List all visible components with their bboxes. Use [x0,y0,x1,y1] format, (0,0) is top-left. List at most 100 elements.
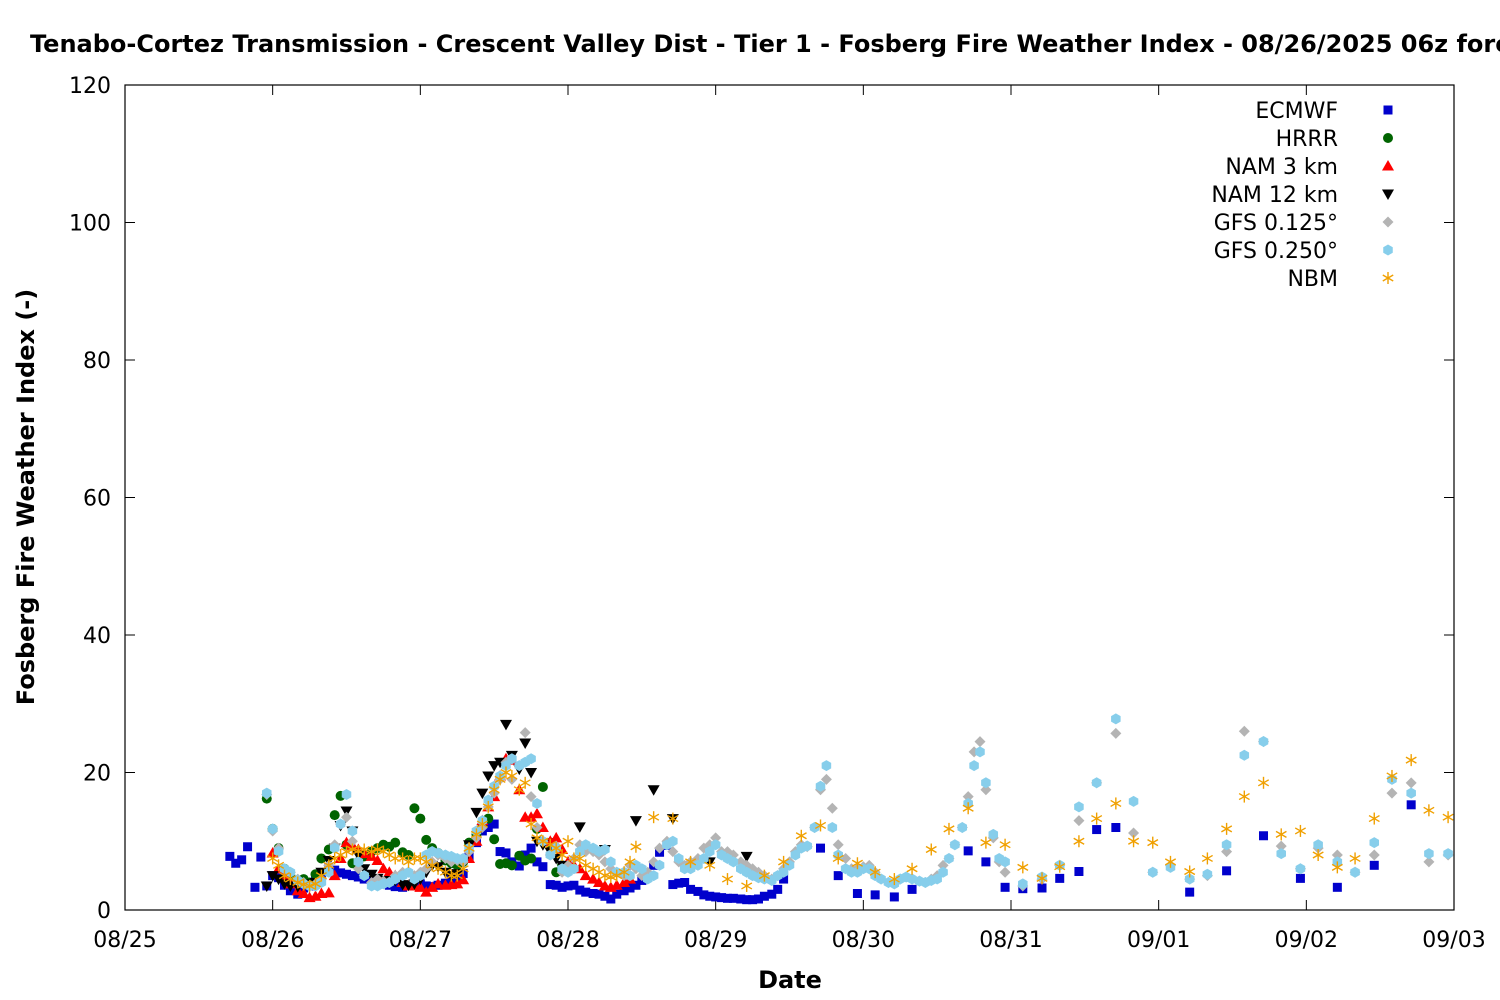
data-point [341,811,352,823]
data-point [1369,860,1379,870]
data-point [944,852,954,864]
data-point [1000,882,1010,892]
data-point [1238,725,1250,737]
data-point [815,780,826,792]
data-point [420,863,432,875]
data-point [1275,840,1287,852]
data-point [1238,790,1250,803]
x-tick-label: 08/29 [684,928,747,953]
data-point [499,719,512,731]
data-point [1221,846,1233,858]
data-point [256,852,266,862]
data-point [329,842,340,854]
x-tick-label: 08/26 [241,928,304,953]
data-point [519,727,531,739]
data-point [647,785,660,796]
data-point [415,813,426,824]
data-point [1111,823,1121,832]
data-point [470,828,483,841]
data-point [581,887,591,897]
data-point [684,855,697,868]
legend-item: NBM [1287,267,1394,292]
data-point [414,881,427,892]
data-point [889,892,899,902]
data-point [359,870,369,882]
data-point [340,845,353,858]
data-point [237,855,247,865]
data-point [574,852,586,865]
data-point [1164,855,1177,868]
data-point [648,870,659,882]
data-point [962,802,974,815]
data-point [784,859,795,871]
data-point [625,870,635,882]
data-point [832,839,844,851]
data-point [705,891,715,901]
data-point [488,783,500,796]
data-point [342,869,351,879]
data-point [851,857,863,870]
legend-item: NAM 3 km [1225,155,1394,180]
data-point [1368,849,1380,861]
data-point [421,881,431,891]
data-point [759,891,769,901]
data-point [1184,865,1196,878]
data-point [753,894,763,904]
data-point [693,886,703,896]
data-point [821,760,832,772]
data-point [1331,861,1343,874]
data-point [377,862,390,874]
data-point [668,880,678,890]
data-point [1276,848,1286,860]
data-point [569,863,579,875]
data-point [323,859,335,872]
data-point [532,797,542,809]
data-point [685,863,696,875]
data-point [1257,776,1270,789]
data-point [618,876,631,887]
data-point [352,863,364,875]
data-point [315,869,327,882]
data-point [667,846,679,858]
data-point [630,840,642,853]
data-point [526,753,536,765]
legend-label: NAM 3 km [1225,155,1338,180]
data-point [390,837,401,848]
legend-marker [1382,216,1394,228]
data-point [1405,754,1417,767]
data-point [260,881,273,892]
data-point [667,812,679,825]
data-point [415,870,426,882]
data-point [526,843,536,853]
data-point [606,856,616,868]
data-point [366,845,378,858]
legend-item: GFS 0.125° [1214,211,1394,236]
data-point [470,807,483,819]
data-point [1369,837,1380,849]
data-point [563,881,573,891]
data-point [981,857,991,867]
data-point [600,844,610,855]
data-point [273,846,284,858]
data-point [421,834,432,845]
data-point [403,866,414,878]
data-point [525,768,538,779]
series-nbm [267,754,1454,892]
legend-item: ECMWF [1255,99,1393,124]
data-point [489,834,500,845]
data-point [1201,852,1213,865]
data-point [795,829,807,842]
data-point [962,791,974,803]
data-point [371,843,384,856]
data-point [1423,856,1435,868]
data-point [530,807,543,819]
legend-marker [1383,105,1393,115]
data-point [809,822,820,833]
data-point [950,839,960,851]
data-point [525,791,537,803]
data-point [1368,812,1380,825]
chart-title: Tenabo-Cortez Transmission - Crescent Va… [30,30,1500,58]
data-point [476,818,488,831]
data-point [1000,856,1010,868]
